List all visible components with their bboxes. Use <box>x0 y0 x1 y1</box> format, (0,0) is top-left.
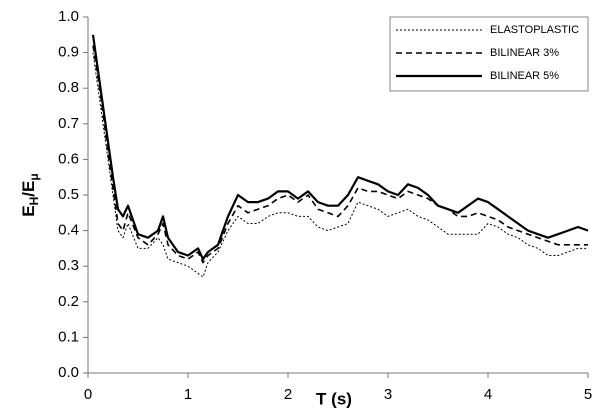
y-tick-label: 0.2 <box>58 293 79 310</box>
y-tick-label: 0.9 <box>58 44 79 61</box>
y-tick-label: 0.0 <box>58 364 79 381</box>
legend-box <box>389 16 589 92</box>
y-axis-label-part: E <box>19 205 38 216</box>
x-axis-label: T (s) <box>316 389 352 408</box>
data-line <box>92 45 588 264</box>
y-tick-label: 0.1 <box>58 328 79 345</box>
legend-label: ELASTOPLASTIC <box>490 24 579 36</box>
y-tick-label: 0.7 <box>58 115 79 132</box>
y-tick-label: 0.4 <box>58 222 79 239</box>
y-tick-label: 0.8 <box>58 79 79 96</box>
data-line <box>92 52 588 278</box>
x-tick-label: 1 <box>184 386 192 403</box>
y-tick-label: 1.0 <box>58 8 79 25</box>
y-tick-label: 0.5 <box>58 186 79 203</box>
legend-label: BILINEAR 5% <box>490 70 559 82</box>
x-tick-label: 4 <box>484 386 492 403</box>
x-tick-label: 5 <box>584 386 592 403</box>
x-tick-label: 2 <box>284 386 292 403</box>
x-tick-label: 3 <box>384 386 392 403</box>
legend-label: BILINEAR 3% <box>490 47 559 59</box>
y-axis-label-part: /E <box>19 181 38 197</box>
y-axis-label-part: μ <box>27 173 41 180</box>
x-tick-label: 0 <box>84 386 92 403</box>
y-tick-label: 0.6 <box>58 150 79 167</box>
y-axis-label: EH/Eμ <box>19 173 41 216</box>
data-line <box>91 34 589 261</box>
y-axis-label-part: H <box>27 197 41 206</box>
y-tick-label: 0.3 <box>58 257 79 274</box>
